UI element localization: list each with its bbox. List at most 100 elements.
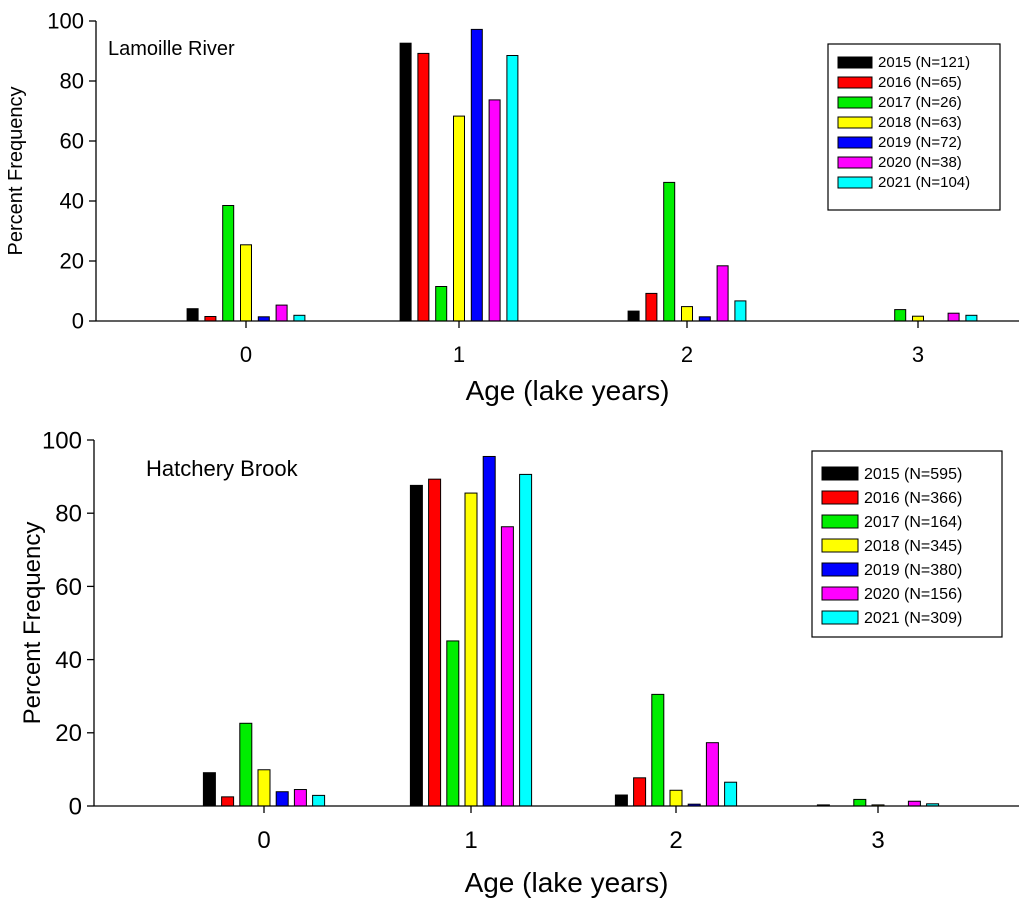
bar: [293, 789, 307, 807]
bar: [500, 526, 514, 807]
x-axis-label: Age (lake years): [466, 375, 670, 406]
bar: [239, 722, 253, 807]
y-tick-label: 60: [55, 574, 82, 601]
bar: [293, 314, 306, 322]
bar: [669, 789, 683, 807]
legend-label: 2020 (N=38): [878, 154, 962, 171]
y-tick-label: 20: [55, 720, 82, 747]
bar: [186, 308, 199, 322]
bar: [435, 286, 448, 322]
bar: [399, 42, 412, 322]
y-tick-label: 40: [55, 647, 82, 674]
panel-annotation: Lamoille River: [108, 38, 235, 60]
bar: [275, 304, 288, 322]
y-axis-label: Percent Frequency: [5, 87, 27, 256]
legend-label: 2018 (N=345): [864, 538, 962, 555]
bar: [947, 312, 960, 322]
bar: [614, 794, 628, 807]
bar: [894, 309, 907, 322]
y-tick-label: 100: [42, 427, 82, 454]
y-axis-label: Percent Frequency: [19, 522, 46, 725]
legend-swatch: [837, 116, 873, 129]
x-axis-label: Age (lake years): [465, 867, 669, 898]
legend-label: 2020 (N=156): [864, 586, 962, 603]
legend-label: 2021 (N=309): [864, 610, 962, 627]
x-tick-label: 3: [912, 342, 924, 367]
x-tick-label: 2: [681, 342, 693, 367]
x-tick-label: 1: [464, 827, 477, 854]
legend-swatch: [821, 586, 859, 601]
y-tick-label: 80: [55, 501, 82, 528]
y-tick-label: 20: [60, 249, 84, 274]
bar: [627, 310, 640, 322]
legend-swatch: [837, 96, 873, 109]
legend-label: 2019 (N=380): [864, 562, 962, 579]
bar: [651, 693, 665, 807]
bar: [853, 798, 867, 807]
legend-swatch: [821, 538, 859, 553]
legend-swatch: [821, 514, 859, 529]
bar: [417, 52, 430, 322]
y-tick-label: 60: [60, 129, 84, 154]
bar: [506, 55, 519, 322]
bar: [428, 478, 442, 807]
legend-label: 2021 (N=104): [878, 174, 970, 191]
bar: [716, 265, 729, 322]
bar: [912, 315, 924, 322]
bar: [519, 473, 533, 807]
bar: [734, 300, 747, 322]
bar: [257, 769, 271, 807]
x-tick-label: 3: [871, 827, 884, 854]
chart-panel-1: 0 20 40 60 80 100 0 1 2 3 Age (lake years) Percent …: [19, 427, 1019, 898]
bar: [275, 791, 289, 807]
bar: [202, 772, 216, 807]
legend-swatch: [821, 610, 859, 625]
x-tick-label: 0: [240, 342, 252, 367]
legend-label: 2016 (N=366): [864, 490, 962, 507]
legend-swatch: [837, 56, 873, 69]
y-tick-label: 0: [69, 793, 82, 820]
bar: [453, 115, 465, 322]
bar: [312, 794, 326, 807]
legend: 2015 (N=595) 2016 (N=366) 2017 (N=164) 2018…: [811, 450, 1003, 638]
bar: [222, 205, 235, 322]
legend-label: 2015 (N=595): [864, 466, 962, 483]
panel-annotation: Hatchery Brook: [146, 456, 299, 481]
y-tick-label: 0: [72, 309, 84, 334]
bar: [907, 800, 921, 807]
bar: [464, 492, 478, 807]
legend-swatch: [837, 176, 873, 189]
bar: [240, 244, 252, 322]
legend-swatch: [837, 136, 873, 149]
bar: [446, 640, 460, 807]
bar: [724, 781, 738, 807]
bar: [681, 306, 693, 322]
legend: 2015 (N=121) 2016 (N=65) 2017 (N=26) 2018 (…: [827, 43, 1001, 211]
legend-label: 2018 (N=63): [878, 114, 962, 131]
bar: [633, 777, 647, 807]
legend-label: 2017 (N=26): [878, 94, 962, 111]
legend-label: 2017 (N=164): [864, 514, 962, 531]
bar: [221, 796, 235, 807]
legend-label: 2016 (N=65): [878, 74, 962, 91]
bar: [204, 316, 217, 322]
bar: [705, 742, 719, 807]
legend-swatch: [821, 562, 859, 577]
legend-swatch: [837, 76, 873, 89]
bar: [488, 99, 501, 322]
bar: [645, 292, 658, 322]
bar: [663, 181, 676, 322]
x-tick-label: 2: [669, 827, 682, 854]
legend-label: 2019 (N=72): [878, 134, 962, 151]
legend-swatch: [821, 466, 859, 481]
y-tick-label: 80: [60, 69, 84, 94]
bar: [482, 455, 496, 807]
legend-label: 2015 (N=121): [878, 54, 970, 71]
x-tick-label: 1: [453, 342, 465, 367]
bar: [470, 28, 483, 322]
x-tick-label: 0: [257, 827, 270, 854]
bar: [409, 484, 423, 807]
y-tick-label: 100: [47, 9, 84, 34]
y-tick-label: 40: [60, 189, 84, 214]
